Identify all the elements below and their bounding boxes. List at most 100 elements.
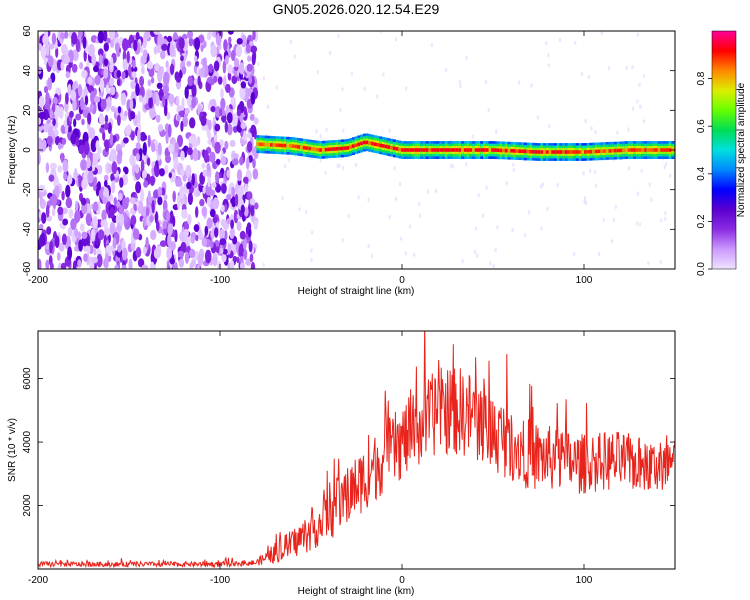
heatmap-cell: [51, 32, 57, 45]
heatmap-cell: [547, 53, 550, 58]
heatmap-cell: [128, 258, 133, 269]
heatmap-cell: [219, 228, 226, 240]
heatmap-cell: [151, 142, 156, 153]
heatmap-cell: [648, 182, 651, 187]
heatmap-cell: [183, 221, 190, 231]
plot2-x-axis: -200 -100 0 100: [28, 331, 593, 586]
heatmap-cell: [669, 173, 672, 178]
heatmap-cell: [243, 106, 247, 116]
heatmap-cell: [109, 207, 115, 219]
heatmap-cell: [148, 96, 154, 109]
heatmap-cell: [252, 158, 256, 169]
x-tick-label: 100: [576, 575, 593, 586]
x-tick-label: -100: [210, 575, 230, 586]
heatmap-cell: [149, 175, 155, 186]
heatmap-cell: [79, 61, 84, 70]
heatmap-cell: [199, 198, 205, 207]
heatmap-cell: [99, 114, 105, 126]
heatmap-cell: [394, 37, 398, 42]
heatmap-cell: [207, 176, 211, 188]
heatmap-cell: [313, 147, 317, 152]
heatmap-cell: [289, 144, 293, 148]
heatmap-cell: [164, 164, 169, 175]
heatmap-cell: [239, 230, 246, 240]
heatmap-cell: [294, 144, 298, 149]
heatmap-cell: [108, 31, 116, 41]
heatmap-cell: [63, 55, 70, 65]
heatmap-cell: [233, 125, 238, 133]
heatmap-cell: [104, 139, 110, 153]
heatmap-cell: [342, 165, 345, 171]
heatmap-cell: [436, 148, 440, 152]
heatmap-cell: [157, 142, 162, 156]
heatmap-cell: [71, 32, 78, 45]
heatmap-cell: [491, 148, 495, 152]
heatmap-cell: [458, 148, 462, 152]
heatmap-cell: [573, 150, 577, 154]
heatmap-cell: [275, 143, 279, 147]
heatmap-cell: [122, 58, 128, 71]
heatmap-cell: [485, 148, 489, 152]
heatmap-cell: [168, 93, 175, 105]
heatmap-cell: [190, 236, 195, 244]
heatmap-cell: [639, 104, 642, 109]
heatmap-cell: [55, 46, 59, 58]
heatmap-cell: [247, 55, 252, 62]
heatmap-cell: [119, 213, 124, 227]
heatmap-cell: [347, 213, 350, 219]
heatmap-cell: [584, 118, 587, 124]
heatmap-cell: [647, 260, 650, 266]
heatmap-cell: [319, 133, 322, 138]
heatmap-cell: [102, 131, 106, 141]
heatmap-cell: [243, 130, 247, 142]
heatmap-cell: [221, 115, 227, 123]
heatmap-cell: [168, 143, 175, 153]
heatmap-cell: [659, 259, 662, 265]
heatmap-cell: [430, 42, 433, 48]
heatmap-cell: [78, 31, 83, 38]
heatmap-cell: [149, 215, 154, 223]
heatmap-cell: [660, 148, 664, 152]
heatmap-cell: [137, 200, 144, 214]
heatmap-cell: [192, 147, 199, 162]
heatmap-cell: [101, 209, 107, 222]
heatmap-cell: [249, 253, 254, 263]
heatmap-cell: [47, 77, 52, 91]
heatmap-cell: [181, 209, 188, 219]
heatmap-cell: [174, 142, 179, 154]
heatmap-cell: [48, 174, 55, 182]
heatmap-cell: [597, 149, 601, 154]
heatmap-cell: [41, 212, 47, 224]
y-tick-label: 40: [22, 65, 33, 77]
heatmap-cell: [451, 164, 455, 169]
heatmap-cell: [212, 252, 218, 267]
heatmap-cell: [208, 63, 213, 73]
heatmap-cell: [595, 183, 598, 188]
heatmap-cell: [362, 140, 366, 145]
heatmap-cell: [367, 243, 370, 249]
heatmap-cell: [64, 31, 69, 39]
heatmap-cell: [515, 149, 519, 153]
heatmap-cell: [556, 182, 559, 188]
heatmap-cell: [187, 75, 193, 87]
heatmap-cell: [196, 66, 200, 79]
heatmap-cell: [229, 260, 235, 269]
heatmap-cell: [392, 146, 396, 151]
heatmap-cell: [80, 197, 87, 206]
heatmap-cell: [197, 75, 201, 87]
heatmap-cell: [335, 147, 339, 151]
heatmap-cell: [594, 149, 598, 154]
heatmap-cell: [61, 233, 67, 246]
heatmap-cell: [612, 217, 616, 223]
heatmap-cell: [200, 115, 207, 127]
heatmap-cell: [504, 148, 508, 153]
heatmap-cell: [663, 164, 666, 170]
signal-band: [256, 133, 675, 161]
heatmap-cell: [231, 113, 238, 127]
heatmap-cell: [197, 253, 204, 267]
heatmap-cell: [230, 186, 236, 198]
heatmap-cell: [116, 51, 121, 57]
heatmap-cell: [250, 261, 256, 269]
heatmap-cell: [499, 148, 503, 153]
heatmap-cell: [161, 43, 168, 52]
